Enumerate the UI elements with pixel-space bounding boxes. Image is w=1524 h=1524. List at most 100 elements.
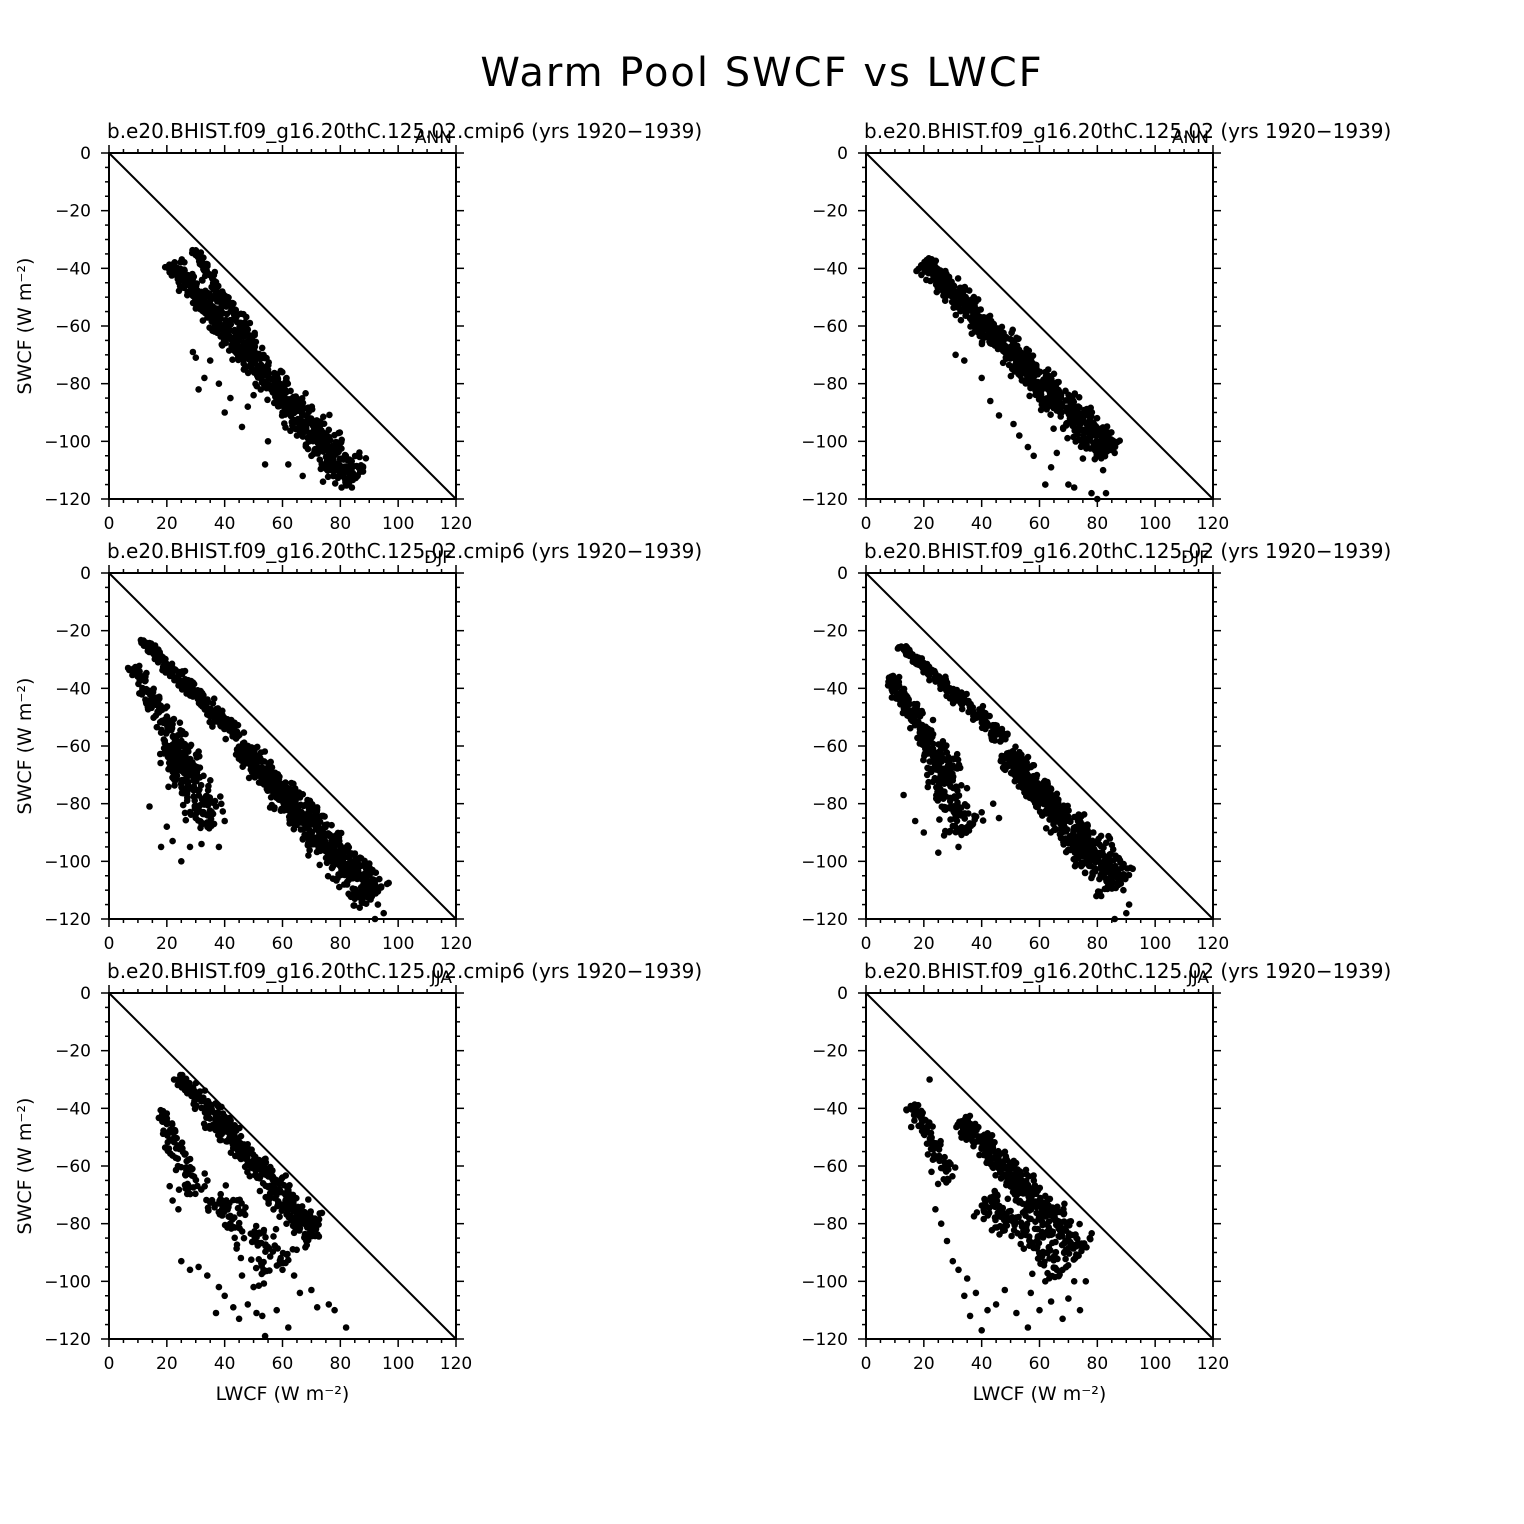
data-point — [174, 275, 182, 283]
x-tick-label: 60 — [1029, 514, 1051, 534]
data-point — [920, 829, 928, 836]
data-point — [206, 290, 213, 297]
data-point — [1050, 388, 1057, 395]
data-point — [281, 783, 288, 791]
data-point — [1070, 855, 1077, 863]
data-point — [192, 354, 200, 362]
data-point — [277, 1201, 285, 1208]
x-tick-label: 80 — [1087, 934, 1109, 954]
data-point — [1009, 756, 1017, 764]
data-point — [1071, 425, 1079, 432]
data-point — [1047, 785, 1055, 792]
y-tick-label: 0 — [80, 984, 91, 1004]
data-point — [193, 809, 200, 817]
data-point — [157, 652, 164, 659]
data-point — [1077, 845, 1084, 853]
data-point — [324, 872, 332, 880]
x-tick-label: 60 — [272, 514, 294, 534]
data-point — [311, 1215, 319, 1222]
data-point — [182, 730, 189, 738]
data-point — [283, 1220, 290, 1227]
data-point — [225, 721, 233, 729]
data-point — [930, 750, 937, 757]
data-point — [171, 260, 178, 267]
data-point — [1088, 489, 1095, 497]
y-tick-label: −40 — [812, 679, 848, 699]
data-point — [1070, 484, 1078, 491]
data-point — [1070, 411, 1078, 418]
data-point — [1127, 864, 1134, 872]
reference-line — [865, 572, 1214, 920]
data-point — [340, 881, 348, 888]
data-point — [175, 672, 182, 680]
data-point — [932, 674, 939, 681]
data-point — [270, 1184, 278, 1191]
data-point — [169, 743, 176, 750]
data-point — [186, 808, 194, 816]
y-tick-label: −20 — [812, 622, 848, 642]
data-point — [337, 864, 345, 871]
data-point — [200, 265, 207, 273]
data-point — [1047, 829, 1055, 836]
data-point — [1041, 402, 1049, 409]
data-point — [1088, 874, 1095, 882]
data-point — [299, 836, 307, 843]
data-point — [936, 816, 943, 823]
data-point — [174, 732, 182, 739]
data-point — [941, 766, 948, 773]
data-point — [299, 791, 307, 798]
data-point — [344, 842, 352, 849]
panel-title: b.e20.BHIST.f09_g16.20thC.125.02.cmip6 (… — [107, 539, 702, 563]
data-point — [137, 674, 144, 681]
data-point — [338, 436, 346, 444]
data-point — [351, 885, 359, 893]
data-point — [961, 357, 968, 364]
data-point — [1108, 885, 1116, 892]
data-point — [169, 837, 176, 845]
x-tick-label: 0 — [861, 934, 872, 954]
data-point — [1097, 864, 1104, 872]
data-point — [172, 761, 179, 769]
data-point — [916, 740, 924, 747]
data-point — [383, 880, 391, 888]
data-point — [186, 743, 194, 750]
data-point — [360, 881, 367, 888]
data-point — [940, 832, 948, 839]
data-point — [242, 352, 249, 359]
data-point — [256, 1187, 264, 1195]
data-point — [304, 404, 312, 412]
data-point — [1076, 404, 1083, 411]
data-point — [319, 478, 327, 486]
data-point — [288, 395, 296, 403]
x-tick-label: 20 — [156, 514, 178, 534]
data-point — [911, 658, 918, 666]
data-point — [233, 345, 241, 353]
data-point — [1054, 809, 1061, 816]
data-point — [309, 805, 317, 812]
data-point — [1030, 452, 1037, 460]
data-point — [1007, 343, 1014, 351]
data-point — [262, 1193, 270, 1201]
data-point — [969, 322, 976, 330]
data-point — [909, 707, 917, 714]
data-point — [913, 267, 920, 275]
data-point — [1029, 785, 1036, 793]
data-point — [200, 254, 207, 261]
data-point — [190, 680, 198, 688]
data-point — [986, 338, 993, 346]
data-point — [362, 865, 370, 873]
data-point — [1125, 901, 1133, 908]
scatter-panel: 0 20 40 60 80 100 120 0 −20 −40 −60 −80 −100 −120 b.e2… — [801, 119, 1391, 534]
data-point — [1059, 425, 1067, 433]
y-tick-label: −20 — [55, 622, 91, 642]
data-point — [1123, 909, 1130, 917]
data-point — [162, 704, 169, 712]
x-tick-label: 40 — [971, 514, 993, 534]
data-point — [1067, 405, 1074, 413]
data-point — [1041, 777, 1049, 785]
data-point — [1026, 381, 1034, 389]
data-point — [1057, 834, 1065, 842]
data-point — [995, 331, 1002, 339]
data-point — [260, 381, 268, 389]
data-point — [273, 792, 281, 800]
